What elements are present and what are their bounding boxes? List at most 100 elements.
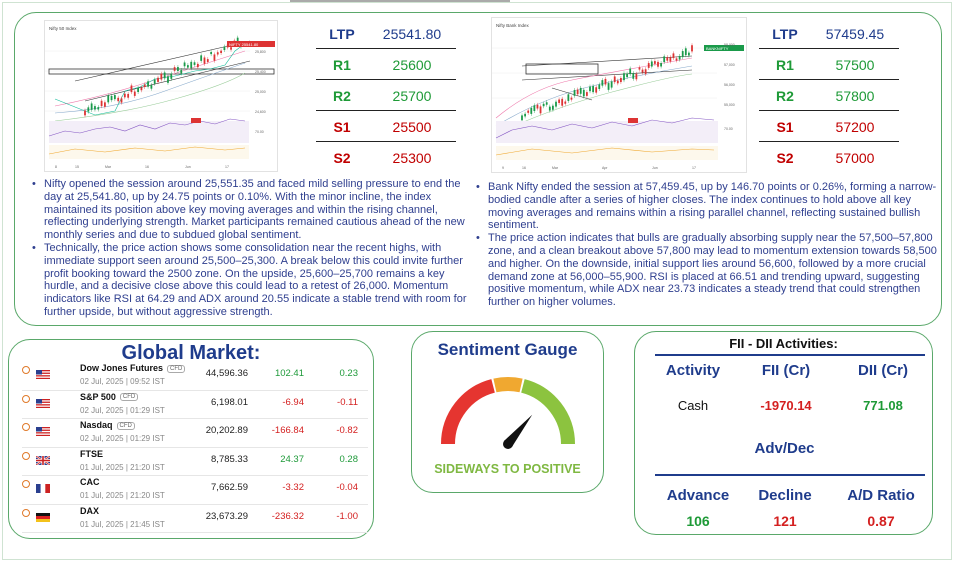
header-activity: Activity bbox=[665, 362, 721, 379]
market-change-pct: -1.00 bbox=[336, 510, 358, 522]
market-name: FTSE bbox=[80, 448, 104, 459]
candle bbox=[635, 73, 638, 80]
candle bbox=[137, 87, 140, 92]
header-ad-ratio: A/D Ratio bbox=[847, 487, 915, 504]
market-date: 01 Jul, 2025 | 21:45 IST bbox=[80, 519, 165, 529]
candle bbox=[236, 37, 239, 44]
dii-value: 771.08 bbox=[863, 398, 903, 413]
market-row-us-2[interactable]: Nasdaq CFD 02 Jul, 2025 | 01:29 IST 20,202.… bbox=[22, 419, 368, 448]
candle bbox=[170, 73, 173, 79]
candle bbox=[206, 59, 209, 62]
candle bbox=[629, 68, 632, 75]
market-row-us-0[interactable]: Dow Jones Futures CFD 02 Jul, 2025 | 09:52… bbox=[22, 362, 368, 391]
cfd-badge: CFD bbox=[167, 364, 186, 373]
banknifty-s2-value: 57000 bbox=[835, 150, 875, 166]
candle bbox=[592, 86, 594, 93]
market-name: S&P 500 CFD bbox=[80, 392, 139, 402]
candle bbox=[153, 79, 156, 84]
candle bbox=[632, 73, 635, 79]
candle bbox=[100, 100, 103, 107]
fii-dii-title: FII - DII Activities: bbox=[729, 336, 838, 351]
nifty-s2-row: S2 25300 bbox=[316, 143, 456, 173]
candle bbox=[163, 72, 166, 79]
candle bbox=[555, 101, 557, 107]
candle bbox=[548, 106, 551, 111]
candle bbox=[190, 61, 193, 69]
market-date: 01 Jul, 2025 | 21:20 IST bbox=[80, 491, 165, 500]
market-change-pct: -0.82 bbox=[336, 425, 358, 436]
nifty-r2-value: 25700 bbox=[392, 87, 432, 104]
advdec-divider bbox=[655, 474, 925, 476]
svg-text:58,000: 58,000 bbox=[724, 43, 735, 47]
svg-text:24,600: 24,600 bbox=[255, 110, 266, 114]
candle bbox=[216, 52, 219, 55]
candle bbox=[644, 69, 647, 74]
nifty-commentary-para-1: Nifty opened the session around 25,551.3… bbox=[30, 178, 476, 242]
candle bbox=[647, 63, 650, 68]
us-flag-icon bbox=[36, 366, 50, 379]
market-change-pct: -0.04 bbox=[336, 482, 358, 493]
candle bbox=[160, 73, 163, 80]
svg-text:8: 8 bbox=[55, 165, 57, 169]
candle bbox=[127, 93, 130, 98]
candle bbox=[564, 101, 567, 104]
market-change-pct: -0.11 bbox=[337, 396, 358, 408]
svg-text:Apr: Apr bbox=[602, 166, 608, 170]
cfd-badge: CFD bbox=[116, 421, 135, 430]
candle bbox=[123, 93, 126, 98]
market-row-de-5[interactable]: DAX 01 Jul, 2025 | 21:45 IST 23,673.29 -236… bbox=[22, 505, 368, 533]
market-row-us-1[interactable]: S&P 500 CFD 02 Jul, 2025 | 01:29 IST 6,198.… bbox=[22, 391, 368, 419]
svg-text:16: 16 bbox=[145, 165, 149, 169]
market-price: 7,662.59 bbox=[211, 482, 248, 493]
svg-text:15: 15 bbox=[75, 165, 79, 169]
candle bbox=[203, 57, 206, 64]
candle bbox=[610, 81, 613, 88]
market-row-uk-3[interactable]: FTSE 01 Jul, 2025 | 21:20 IST 8,785.33 24.3… bbox=[22, 448, 368, 476]
svg-text:17: 17 bbox=[225, 165, 229, 169]
candle bbox=[527, 110, 530, 113]
candle bbox=[660, 63, 662, 67]
clock-icon bbox=[22, 508, 30, 517]
svg-text:56,000: 56,000 bbox=[724, 83, 735, 87]
nifty-commentary-para-2: Technically, the price action shows some… bbox=[30, 242, 476, 319]
candle bbox=[193, 62, 196, 65]
decline-value: 121 bbox=[773, 513, 797, 529]
candle bbox=[570, 97, 573, 100]
candle bbox=[552, 105, 554, 110]
candle bbox=[545, 102, 548, 105]
market-name: Dow Jones Futures CFD bbox=[80, 363, 186, 373]
fii-dii-panel: FII - DII Activities: Activity FII (Cr) … bbox=[634, 331, 933, 535]
nifty-s1-key: S1 bbox=[333, 118, 351, 135]
candle bbox=[684, 48, 687, 56]
candle bbox=[97, 107, 100, 110]
candle bbox=[663, 56, 666, 63]
svg-text:BANKNIFTY: BANKNIFTY bbox=[706, 46, 729, 51]
top-rule bbox=[290, 0, 510, 2]
candle bbox=[167, 76, 169, 83]
candle bbox=[626, 73, 628, 78]
us-flag-icon bbox=[36, 395, 50, 408]
candle bbox=[223, 46, 226, 51]
svg-text:Jun: Jun bbox=[652, 166, 658, 170]
candle bbox=[173, 67, 176, 71]
candle bbox=[586, 92, 588, 96]
activity-cash: Cash bbox=[677, 398, 709, 413]
market-row-fr-4[interactable]: CAC 01 Jul, 2025 | 21:20 IST 7,662.59 -3.32… bbox=[22, 476, 368, 505]
candle bbox=[542, 103, 545, 107]
nifty-commentary: Nifty opened the session around 25,551.3… bbox=[30, 178, 476, 319]
candle bbox=[576, 89, 579, 95]
nifty-chart-title: Nifty 50 Index bbox=[49, 26, 77, 31]
banknifty-r2-value: 57800 bbox=[835, 87, 875, 104]
candle bbox=[650, 61, 653, 67]
candle bbox=[117, 97, 120, 102]
market-date: 02 Jul, 2025 | 01:29 IST bbox=[80, 434, 165, 443]
clock-icon bbox=[22, 451, 30, 460]
candle bbox=[143, 84, 146, 88]
candle bbox=[654, 61, 656, 64]
svg-text:57,000: 57,000 bbox=[724, 63, 735, 67]
nifty-chart-svg: Nifty 50 Index NIFTY 25541.80 25,800 25,4… bbox=[45, 21, 277, 171]
candle bbox=[157, 77, 159, 82]
market-date: 02 Jul, 2025 | 01:29 IST bbox=[80, 405, 165, 415]
candle bbox=[669, 57, 672, 62]
banknifty-chart-title: Nifty Bank Index bbox=[496, 23, 530, 28]
